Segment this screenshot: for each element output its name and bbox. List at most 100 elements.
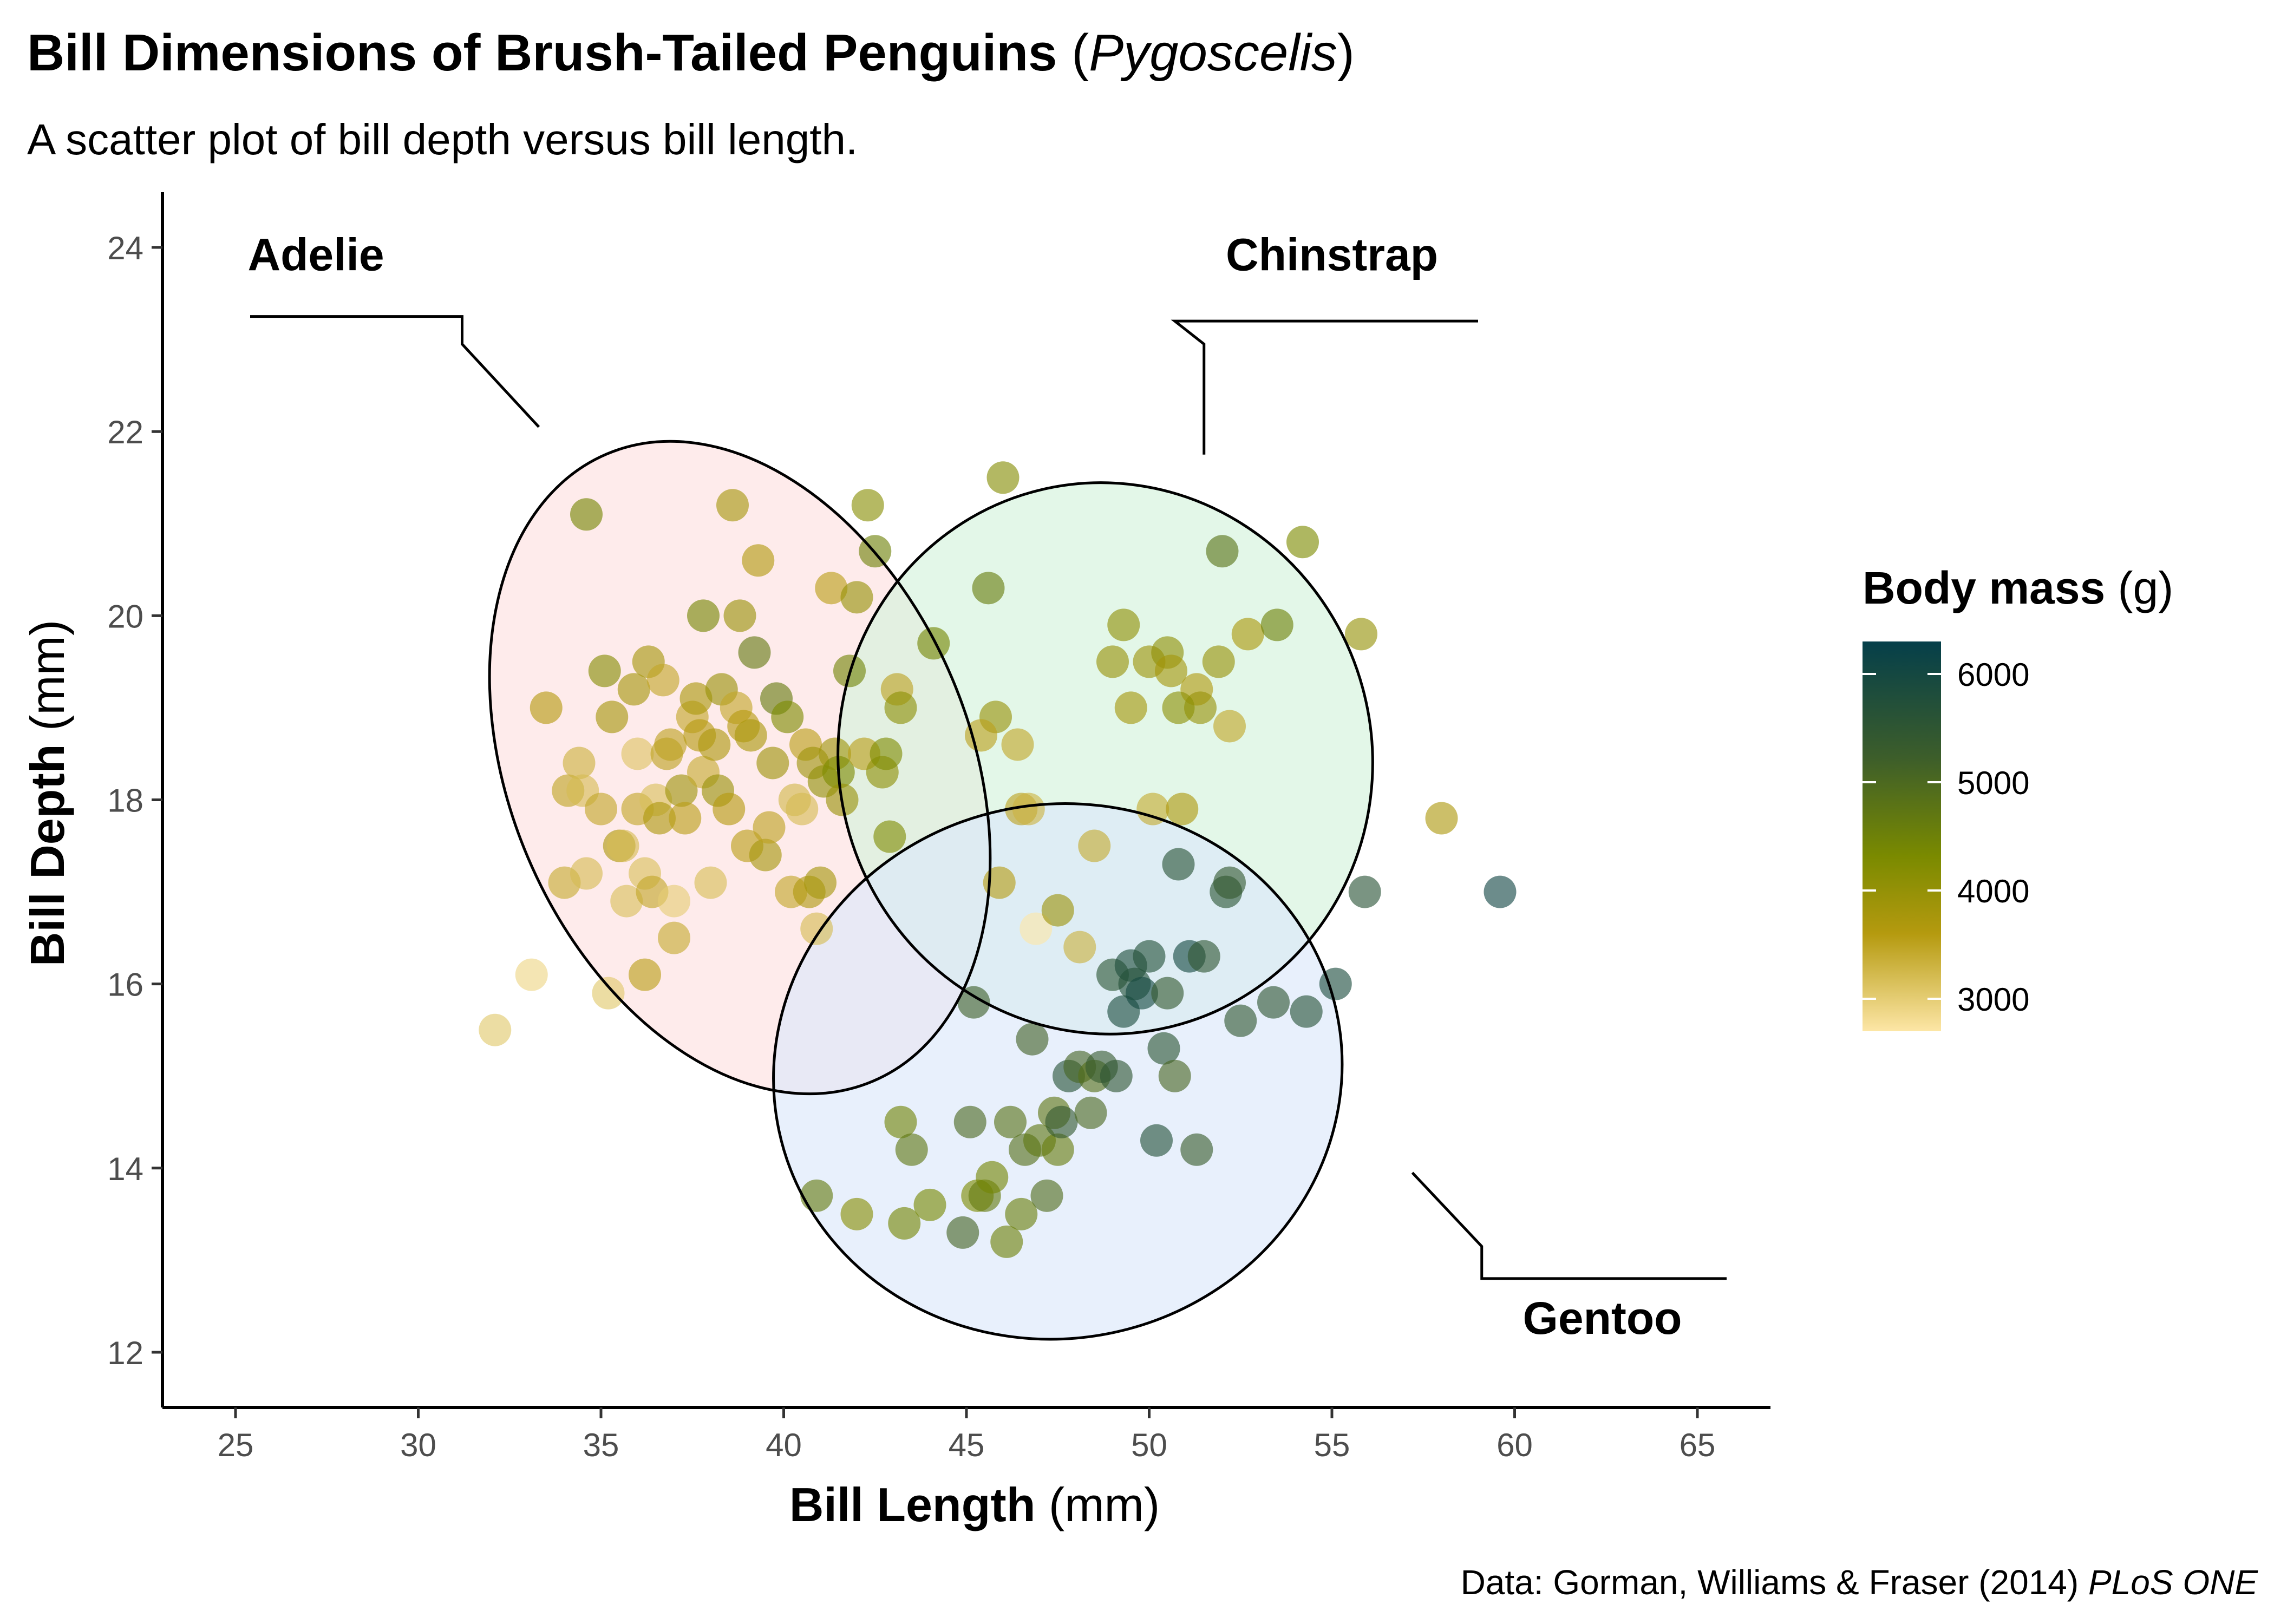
data-point <box>1012 793 1045 826</box>
x-tick-label: 25 <box>218 1427 254 1463</box>
ellipse-outline-adelie <box>488 440 992 1096</box>
data-point <box>723 599 756 632</box>
legend-tick-label: 4000 <box>1957 873 2029 909</box>
data-point <box>1041 894 1074 927</box>
plot-area <box>479 440 1517 1341</box>
data-point <box>1001 728 1034 761</box>
ellipse-outline-gentoo <box>772 802 1344 1341</box>
data-point <box>917 627 950 660</box>
y-tick-label: 20 <box>107 598 143 634</box>
data-point <box>965 719 997 752</box>
annotations: Adelie Chinstrap Gentoo <box>247 230 1727 1344</box>
data-point <box>1213 866 1246 899</box>
y-tick-label: 16 <box>107 967 143 1003</box>
data-point <box>698 728 731 761</box>
caption: Data: Gorman, Williams & Fraser (2014) P… <box>1461 1563 2259 1602</box>
chart-title: Bill Dimensions of Brush-Tailed Penguins… <box>27 24 1355 82</box>
data-point <box>1016 1023 1049 1056</box>
data-point <box>870 737 903 770</box>
data-point <box>1158 1059 1191 1092</box>
data-point <box>1155 654 1187 687</box>
data-point <box>658 885 690 918</box>
data-point <box>749 839 782 872</box>
data-point <box>713 793 746 826</box>
data-point <box>570 498 603 531</box>
leader-line-chinstrap <box>1171 319 1478 455</box>
legend-title: Body mass (g) <box>1863 562 2173 613</box>
data-point <box>716 489 749 522</box>
data-point <box>610 885 643 918</box>
y-tick-label: 24 <box>107 230 143 266</box>
data-point <box>986 461 1020 494</box>
leader-line-adelie <box>250 315 540 428</box>
data-point <box>1162 848 1195 881</box>
data-point <box>1425 802 1458 835</box>
data-point <box>665 774 698 807</box>
data-point <box>1030 1179 1063 1212</box>
data-point <box>530 691 563 724</box>
data-point <box>946 1216 979 1249</box>
data-point <box>972 572 1005 605</box>
data-point <box>1147 1032 1180 1065</box>
data-point <box>1074 1096 1107 1129</box>
data-point <box>1096 645 1129 678</box>
x-tick-label: 65 <box>1680 1427 1716 1463</box>
x-tick-label: 45 <box>949 1427 985 1463</box>
data-point <box>800 1179 833 1212</box>
data-point <box>1213 710 1246 743</box>
data-point <box>617 673 650 706</box>
data-point <box>1162 691 1195 724</box>
data-point <box>884 1105 917 1138</box>
data-point <box>515 958 548 991</box>
species-label-chinstrap: Chinstrap <box>1226 230 1438 280</box>
data-point <box>738 636 771 669</box>
data-point <box>1041 1133 1074 1166</box>
data-point <box>990 1225 1023 1258</box>
x-tick-label: 50 <box>1131 1427 1167 1463</box>
x-tick-label: 60 <box>1497 1427 1533 1463</box>
data-point <box>1224 1004 1257 1037</box>
data-point <box>734 719 767 752</box>
data-point <box>679 682 713 715</box>
data-point <box>1286 526 1319 559</box>
y-tick-label: 22 <box>107 414 143 450</box>
data-point <box>1151 977 1184 1010</box>
species-label-adelie: Adelie <box>247 230 384 280</box>
data-point <box>1260 608 1293 641</box>
legend-tick-label: 6000 <box>1957 657 2029 693</box>
data-point <box>753 811 786 844</box>
data-point <box>1078 829 1111 862</box>
data-point <box>643 802 676 835</box>
data-point <box>1206 535 1239 568</box>
data-point <box>588 654 621 687</box>
data-point <box>888 1207 921 1240</box>
legend: Body mass (g) 3000 4000 5000 6000 <box>1863 562 2173 1031</box>
data-point <box>953 1105 986 1138</box>
data-point <box>851 489 884 522</box>
data-point <box>654 728 687 761</box>
data-point <box>1166 793 1199 826</box>
data-point <box>786 793 819 826</box>
data-point <box>873 820 906 853</box>
data-point <box>840 1197 873 1230</box>
leader-line-gentoo <box>1411 1171 1727 1280</box>
data-point <box>976 1161 1009 1194</box>
data-point <box>1005 1197 1038 1230</box>
data-point <box>804 866 837 899</box>
data-point <box>884 691 917 724</box>
x-tick-label: 30 <box>400 1427 436 1463</box>
data-point <box>800 912 833 945</box>
data-point <box>563 746 596 780</box>
data-point <box>1136 793 1169 826</box>
data-point <box>1290 995 1323 1028</box>
x-tick-label: 35 <box>583 1427 619 1463</box>
data-point <box>994 1105 1027 1138</box>
legend-colorbar <box>1863 641 1941 1031</box>
data-point <box>771 700 804 734</box>
ellipse-outline-chinstrap <box>837 481 1374 1036</box>
data-point <box>1063 931 1096 964</box>
data-point <box>669 802 702 835</box>
data-point <box>1140 1124 1173 1157</box>
x-tick-label: 40 <box>766 1427 802 1463</box>
